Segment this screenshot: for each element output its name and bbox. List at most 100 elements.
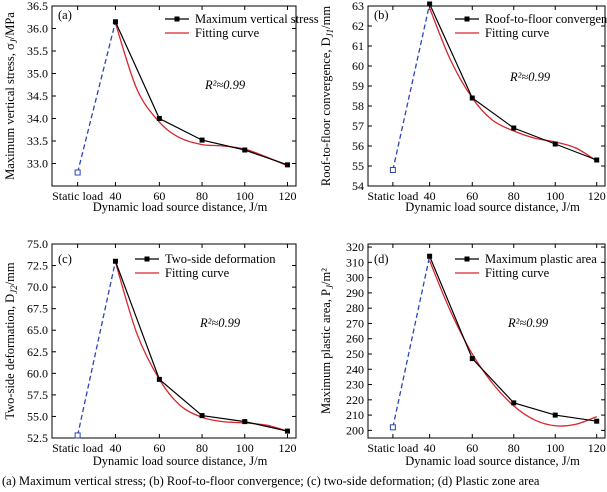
- y-tick-label: 33.0: [27, 157, 48, 171]
- x-tick-label: Static load: [367, 189, 418, 203]
- r-squared-annotation: R²≈0.99: [199, 316, 241, 330]
- legend-measured-marker: [174, 16, 180, 22]
- measured-data-point: [427, 1, 433, 7]
- y-tick-label: 60: [352, 59, 364, 73]
- x-tick-label: 100: [236, 189, 254, 203]
- x-tick-label: 60: [153, 441, 165, 455]
- y-tick-label: 320: [346, 240, 364, 254]
- y-tick-label: 290: [346, 286, 364, 300]
- y-tick-label: 34.0: [27, 112, 48, 126]
- y-axis-title-unit: /mm: [319, 6, 333, 29]
- fitting-curve-line: [429, 7, 598, 162]
- y-tick-label: 59: [352, 79, 364, 93]
- static-load-marker: [74, 169, 81, 176]
- y-tick-label: 62.5: [27, 345, 48, 359]
- panel-label: (b): [374, 8, 389, 22]
- y-tick-label: 33.5: [27, 134, 48, 148]
- y-axis-title-unit: /m²: [319, 268, 333, 285]
- y-tick-label: 270: [346, 316, 364, 330]
- static-load-marker: [389, 167, 396, 173]
- y-tick-label: 58: [352, 99, 364, 113]
- y-tick-label: 220: [346, 393, 364, 407]
- x-axis-title: Dynamic load source distance, J/m: [405, 454, 580, 468]
- measured-data-point: [112, 19, 118, 25]
- fitting-curve-line: [114, 261, 288, 432]
- measured-data-point: [242, 147, 248, 153]
- panel-label: (c): [58, 252, 72, 266]
- panel-label: (a): [58, 8, 72, 22]
- chart-panel-c: 52.5 55.0 57.5 60.0 62.5 65.0 67.5 70.0 72.5 75.0…: [3, 237, 297, 468]
- y-tick-label: 56: [352, 139, 364, 153]
- measured-series-line: [429, 255, 597, 422]
- fitting-curve-line: [114, 22, 288, 167]
- y-tick-label: 60.0: [27, 366, 48, 380]
- y-tick-label: 260: [346, 332, 364, 346]
- measured-data-point: [242, 419, 248, 425]
- y-tick-label: 36.0: [27, 22, 48, 36]
- x-tick-label: 40: [109, 189, 121, 203]
- legend-measured-label: Roof-to-floor convergen: [485, 12, 607, 26]
- y-axis-title-unit: /mm: [3, 262, 17, 285]
- y-tick-label: 240: [346, 362, 364, 376]
- fitting-curve-line: [429, 260, 597, 427]
- x-tick-label: 40: [424, 441, 436, 455]
- x-tick-label: 100: [546, 441, 564, 455]
- y-tick-label: 250: [346, 347, 364, 361]
- y-tick-label: 62: [352, 19, 364, 33]
- legend-fit-label: Fitting curve: [165, 266, 230, 280]
- plot-frame: [51, 243, 297, 439]
- y-tick-label: 57.5: [27, 388, 48, 402]
- y-tick-label: 61: [352, 39, 364, 53]
- chart-panel-b: 54 55 56 57 58 59 60 61 62 63 Static load 40 60 80 100…: [319, 0, 607, 214]
- measured-series-line: [114, 261, 288, 432]
- r-squared-annotation: R²≈0.99: [509, 70, 551, 84]
- y-tick-label: 55: [352, 159, 364, 173]
- x-tick-label: 100: [546, 189, 564, 203]
- measured-data-point: [594, 157, 600, 163]
- x-tick-label: 120: [278, 189, 296, 203]
- y-axis-title-sub: J1: [325, 29, 335, 38]
- y-tick-label: 210: [346, 408, 364, 422]
- measured-data-point: [156, 116, 162, 121]
- x-axis-title: Dynamic load source distance, J/m: [93, 200, 268, 214]
- measured-data-point: [552, 141, 558, 147]
- y-axis-title-main: Maximum plastic area, P: [319, 289, 333, 414]
- x-tick-label: Static load: [367, 441, 418, 455]
- measured-data-point: [427, 253, 433, 259]
- x-tick-label: 120: [588, 441, 606, 455]
- y-tick-label: 35.0: [27, 67, 48, 81]
- chart-panel-a: 33.0 33.5 34.0 34.5 35.0 35.5 36.0 36.5 Static l…: [3, 0, 319, 214]
- x-tick-label: 40: [109, 441, 121, 455]
- static-load-link: [392, 256, 431, 428]
- y-tick-label: 36.5: [27, 0, 48, 13]
- x-tick-label: 40: [424, 189, 436, 203]
- y-tick-label: 72.5: [27, 259, 48, 273]
- y-tick-label: 52.5: [27, 431, 48, 445]
- y-axis-title-unit: /MPa: [3, 12, 17, 40]
- static-load-marker: [389, 424, 396, 431]
- legend-measured-label: Maximum plastic area: [485, 252, 597, 266]
- y-tick-label: 65.0: [27, 323, 48, 337]
- legend-measured-marker: [144, 256, 150, 262]
- measured-data-point: [552, 412, 558, 418]
- measured-data-point: [284, 428, 290, 434]
- static-load-link: [76, 261, 117, 436]
- y-tick-label: 54: [352, 179, 364, 193]
- legend-measured-marker: [464, 16, 470, 22]
- legend-measured-label: Two-side deformation: [165, 252, 276, 266]
- x-tick-label: 80: [508, 189, 520, 203]
- y-axis-title: Maximum plastic area, PJ/m²: [319, 268, 335, 414]
- plot-frame: [367, 5, 606, 187]
- y-tick-label: 35.5: [27, 44, 48, 58]
- measured-data-point: [199, 137, 205, 143]
- plot-frame: [367, 243, 606, 439]
- y-axis-title: Roof-to-floor convergence, DJ1/mm: [319, 6, 335, 186]
- y-axis-title: Two-side deformation, DJ2/mm: [3, 262, 19, 420]
- measured-data-point: [511, 400, 517, 406]
- legend-fit-label: Fitting curve: [485, 26, 550, 40]
- x-tick-label: Static load: [52, 441, 103, 455]
- y-tick-label: 70.0: [27, 280, 48, 294]
- y-axis-title-main: Maximum vertical stress, σ: [3, 43, 17, 180]
- x-axis-title: Dynamic load source distance, J/m: [405, 200, 580, 214]
